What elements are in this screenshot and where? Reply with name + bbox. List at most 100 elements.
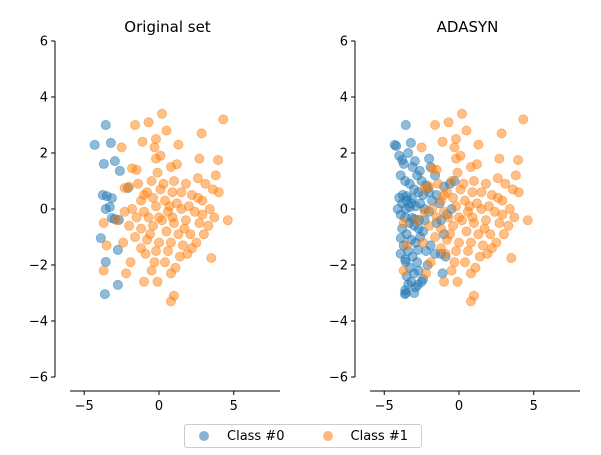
point-class-1	[497, 209, 508, 220]
point-class-1	[506, 252, 517, 263]
point-class-1	[468, 175, 479, 186]
legend-item-class-1: Class #1	[322, 428, 409, 444]
point-class-1	[465, 237, 476, 248]
point-class-1	[445, 229, 456, 240]
point-class-1	[119, 206, 130, 217]
y-tick-label: −2	[29, 259, 48, 274]
point-class-1	[149, 257, 160, 268]
point-class-0	[100, 120, 111, 131]
y-tick-label: 6	[340, 35, 348, 50]
point-class-1	[101, 240, 112, 251]
point-class-0	[397, 154, 408, 165]
point-class-1	[492, 173, 503, 184]
x-tick-label: 0	[155, 399, 163, 414]
point-class-1	[419, 182, 430, 193]
plot-title: Original set	[124, 18, 211, 36]
point-class-1	[162, 245, 173, 256]
plot-title: ADASYN	[437, 18, 499, 36]
point-class-1	[145, 229, 156, 240]
point-class-1	[503, 220, 514, 231]
point-class-0	[403, 279, 414, 290]
point-class-1	[486, 243, 497, 254]
x-tick-label: 0	[455, 399, 463, 414]
point-class-1	[155, 150, 166, 161]
point-class-1	[425, 257, 436, 268]
point-class-1	[522, 215, 533, 226]
point-class-0	[405, 137, 416, 148]
point-class-1	[173, 139, 184, 150]
point-class-1	[176, 203, 187, 214]
point-class-1	[176, 187, 187, 198]
point-class-1	[416, 142, 427, 153]
point-class-1	[436, 223, 447, 234]
point-class-1	[158, 178, 169, 189]
point-class-1	[127, 163, 138, 174]
legend-marker-class-0	[199, 431, 209, 441]
legend-label-class-1: Class #1	[350, 428, 409, 444]
point-class-1	[148, 220, 159, 231]
point-class-1	[121, 268, 132, 279]
x-tick-label: 5	[530, 399, 538, 414]
point-class-0	[409, 287, 420, 298]
point-class-1	[165, 296, 176, 307]
point-class-1	[401, 240, 412, 251]
point-class-1	[137, 136, 148, 147]
y-tick-label: −4	[29, 315, 48, 330]
point-class-1	[504, 203, 515, 214]
point-class-1	[452, 276, 463, 287]
point-class-1	[153, 237, 164, 248]
point-class-1	[453, 237, 464, 248]
point-class-0	[392, 203, 403, 214]
point-class-1	[112, 215, 123, 226]
point-class-1	[451, 201, 462, 212]
point-class-1	[179, 223, 190, 234]
point-class-1	[165, 237, 176, 248]
point-class-1	[213, 154, 224, 165]
point-class-1	[479, 223, 490, 234]
point-class-1	[480, 215, 491, 226]
point-class-0	[403, 147, 414, 158]
y-tick-label: 4	[40, 91, 48, 106]
point-class-1	[146, 175, 157, 186]
point-class-1	[159, 257, 170, 268]
point-class-1	[449, 142, 460, 153]
point-class-1	[194, 153, 205, 164]
point-class-1	[462, 245, 473, 256]
point-class-1	[518, 114, 529, 125]
point-class-1	[461, 125, 472, 136]
point-class-1	[136, 223, 147, 234]
point-class-1	[510, 170, 521, 181]
y-tick-label: −6	[29, 371, 48, 386]
point-class-1	[143, 117, 154, 128]
point-class-1	[458, 178, 469, 189]
point-class-1	[509, 212, 520, 223]
point-class-0	[114, 165, 125, 176]
point-class-1	[204, 203, 215, 214]
point-class-1	[465, 268, 476, 279]
point-class-1	[197, 209, 208, 220]
y-tick-label: 4	[340, 91, 348, 106]
point-class-1	[222, 215, 233, 226]
point-class-1	[448, 220, 459, 231]
point-class-1	[431, 212, 442, 223]
point-class-1	[443, 212, 454, 223]
legend-item-class-0: Class #0	[199, 429, 285, 444]
point-class-1	[494, 217, 505, 228]
point-class-1	[192, 192, 203, 203]
point-class-1	[152, 276, 163, 287]
point-class-1	[418, 237, 429, 248]
point-class-1	[494, 153, 505, 164]
point-class-0	[89, 139, 100, 150]
point-class-1	[161, 125, 172, 136]
point-class-1	[446, 265, 457, 276]
point-class-1	[180, 215, 191, 226]
point-class-1	[167, 212, 178, 223]
point-class-1	[476, 203, 487, 214]
point-class-1	[139, 189, 150, 200]
point-class-1	[424, 220, 435, 231]
point-class-0	[395, 248, 406, 259]
point-class-1	[206, 252, 217, 263]
y-tick-label: 2	[340, 147, 348, 162]
point-class-1	[133, 178, 144, 189]
point-class-1	[143, 212, 154, 223]
